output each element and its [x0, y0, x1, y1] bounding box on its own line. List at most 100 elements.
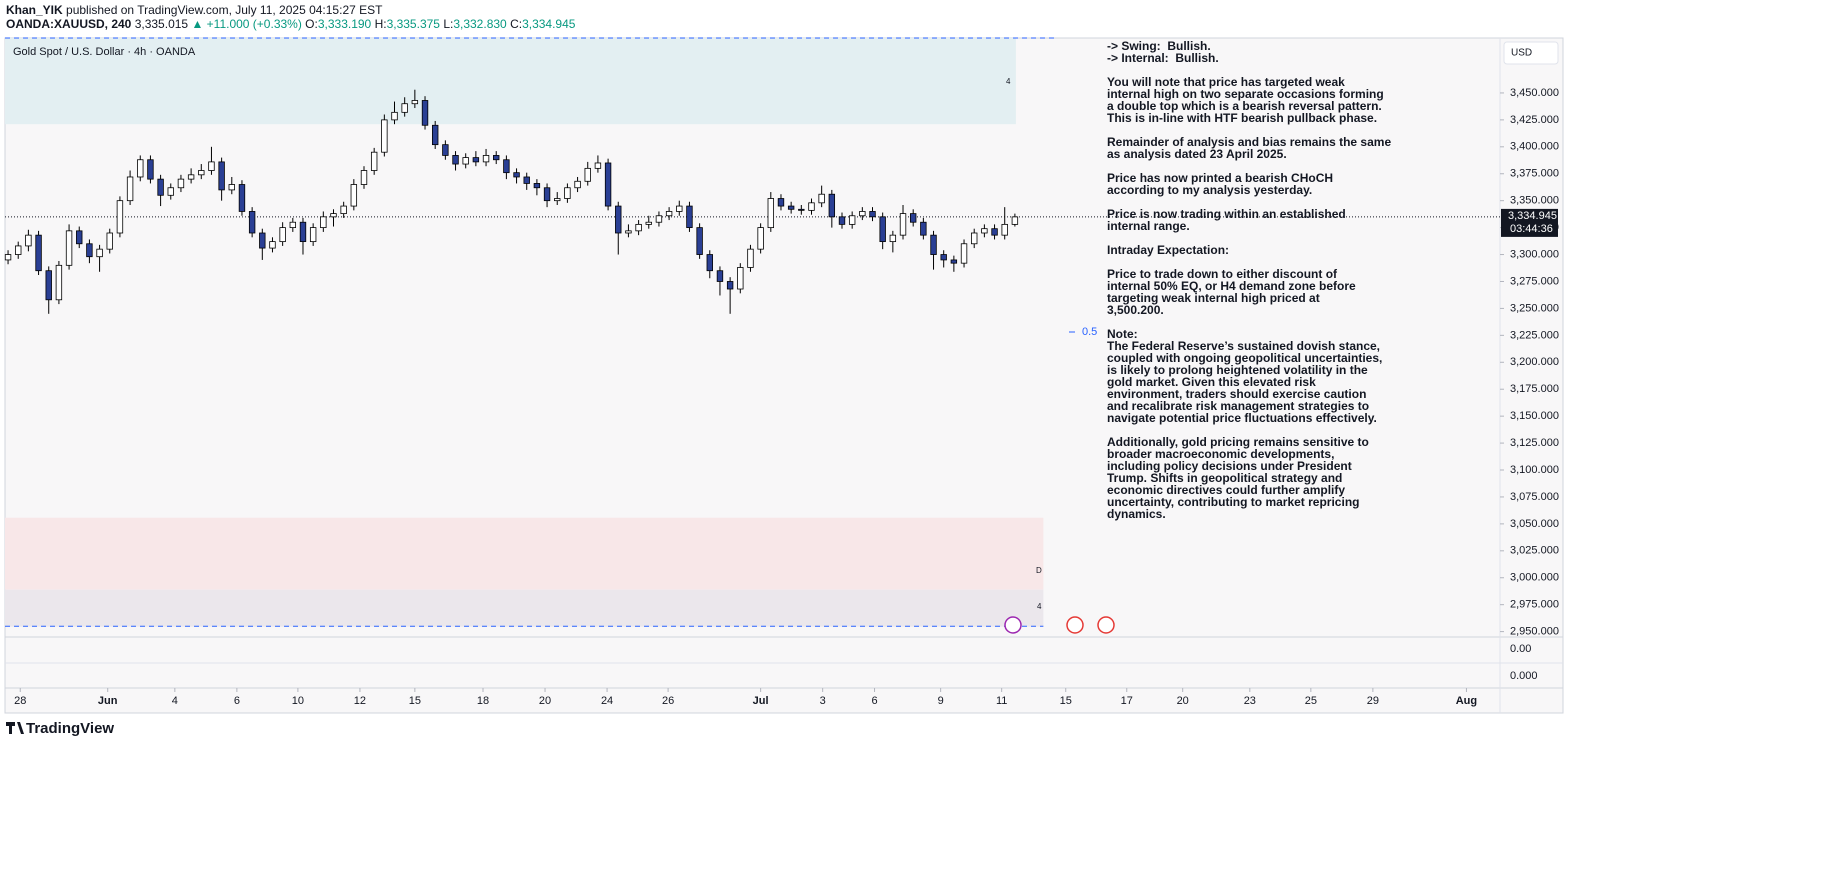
annotation-line: internal range. — [1107, 219, 1190, 233]
x-tick-label: 4 — [172, 695, 178, 707]
x-tick-label: 11 — [996, 695, 1007, 707]
candle-body — [604, 162, 612, 207]
candle-body — [889, 234, 897, 243]
y-tick-label: 3,075.000 — [1510, 491, 1559, 503]
zone-label: 4 — [1037, 602, 1042, 611]
candle-body — [462, 157, 469, 165]
header-line-2: OANDA:XAUUSD, 240 3,335.015 ▲ +11.000 (+… — [6, 17, 575, 31]
candle-body — [523, 176, 530, 184]
candle-body — [503, 159, 510, 174]
y-tick-label: 3,125.000 — [1510, 437, 1559, 449]
zone — [5, 38, 1016, 125]
candle-body — [350, 184, 358, 207]
annotation-line: -> Internal: Bullish. — [1107, 51, 1219, 65]
candle-body — [55, 264, 63, 301]
x-tick-label: 15 — [1060, 695, 1072, 707]
candle-body — [564, 187, 571, 199]
annotation-line: You will note that price has targeted we… — [1107, 75, 1345, 89]
x-tick-label: Aug — [1456, 695, 1477, 707]
annotation-line: Price to trade down to either discount o… — [1107, 267, 1338, 281]
paragraph: You will note that price has targeted we… — [1107, 76, 1391, 124]
candle-body — [15, 245, 22, 255]
candle-body — [370, 151, 378, 171]
candle-body — [737, 267, 744, 290]
flag-icon[interactable] — [1066, 616, 1084, 634]
annotation-line: 3,500.200. — [1107, 303, 1164, 317]
candle-body — [25, 234, 32, 247]
published: published on TradingView.com, July 11, 2… — [66, 3, 383, 17]
candle-body — [879, 216, 886, 243]
candle-body — [198, 170, 205, 176]
x-tick-label: 3 — [820, 695, 826, 707]
x-tick-label: Jul — [753, 695, 769, 707]
currency: USD — [1511, 48, 1532, 59]
annotation-line: Trump. Shifts in geopolitical strategy a… — [1107, 471, 1343, 485]
candle-body — [482, 155, 490, 163]
candle-body — [76, 230, 83, 245]
candle-body — [686, 205, 693, 229]
event-icon[interactable] — [1004, 616, 1022, 634]
flag-icon[interactable] — [1097, 616, 1115, 634]
symbol: OANDA:XAUUSD, 240 — [6, 17, 132, 31]
candle-body — [543, 187, 551, 202]
countdown: 03:44:36 — [1510, 223, 1553, 235]
candle-body — [238, 184, 246, 212]
zone — [5, 589, 1044, 627]
candle-body — [696, 227, 703, 255]
y-tick-label: 3,400.000 — [1510, 141, 1559, 153]
lower-pane-label: 0.000 — [1510, 670, 1538, 682]
annotation-line: broader macroeconomic developments, — [1107, 447, 1335, 461]
candle-body — [248, 211, 256, 234]
candle-body — [431, 124, 439, 146]
candle-body — [228, 184, 235, 191]
header-line-1: Khan_YIK published on TradingView.com, J… — [6, 3, 382, 17]
h: 3,335.375 — [386, 17, 440, 31]
lower-pane-label: 0.00 — [1510, 643, 1531, 655]
candle-body — [848, 215, 856, 225]
y-tick-label: 3,250.000 — [1510, 302, 1559, 314]
annotation-line: Intraday Expectation: — [1107, 243, 1230, 257]
x-tick-label: 12 — [354, 695, 366, 707]
candle-body — [65, 230, 73, 266]
annotation-line: -> Swing: Bullish. — [1107, 39, 1211, 53]
x-tick-label: 28 — [14, 695, 26, 707]
candle-body — [106, 232, 113, 250]
candle-body — [35, 234, 42, 272]
paragraph: Remainder of analysis and bias remains t… — [1107, 136, 1391, 160]
candle-body — [299, 221, 307, 243]
candle-body — [859, 211, 866, 217]
annotation: -> Swing: Bullish. -> Internal: Bullish. Y… — [1107, 40, 1391, 532]
paragraph: Note: The Federal Reserve’s sustained dov… — [1107, 328, 1391, 424]
candle-body — [4, 254, 12, 261]
candle-body — [259, 232, 266, 249]
candle-body — [533, 183, 541, 189]
candle-body — [920, 221, 927, 236]
x-tick-label: 10 — [292, 695, 304, 707]
y-tick-label: 3,425.000 — [1510, 114, 1559, 126]
zone-label: D — [1036, 566, 1042, 575]
annotation-line: navigate potential price fluctuations ef… — [1107, 411, 1377, 425]
candle-body — [126, 176, 134, 202]
candle-body — [116, 200, 124, 234]
x-tick-label: 6 — [234, 695, 240, 707]
candle-body — [187, 174, 195, 180]
candle-body — [340, 205, 347, 215]
x-tick-label: 20 — [539, 695, 551, 707]
candle-body — [401, 103, 408, 113]
candle-body — [655, 215, 663, 223]
y-tick-label: 3,200.000 — [1510, 356, 1559, 368]
candle-body — [828, 193, 836, 218]
y-tick-label: 3,225.000 — [1510, 329, 1559, 341]
candle-body — [950, 259, 958, 264]
candle-body — [452, 155, 459, 165]
annotation-line: gold market. Given this elevated risk — [1107, 375, 1316, 389]
annotation-line: internal high on two separate occasions … — [1107, 87, 1384, 101]
y-tick-label: 2,975.000 — [1510, 599, 1559, 611]
y-tick-label: 3,300.000 — [1510, 248, 1559, 260]
zone-label: 4 — [1006, 77, 1011, 86]
y-tick-label: 3,025.000 — [1510, 545, 1559, 557]
paragraph: Price has now printed a bearish CHoCH acc… — [1107, 172, 1391, 196]
candle-body — [767, 198, 775, 229]
annotation-line: The Federal Reserve’s sustained dovish s… — [1107, 339, 1380, 353]
